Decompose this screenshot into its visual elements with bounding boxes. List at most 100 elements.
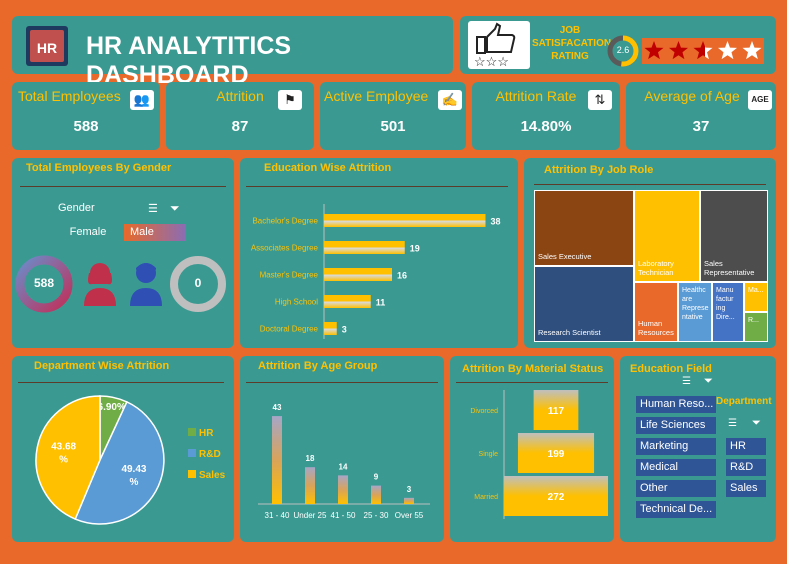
desk-worker-icon: ✍ [438,90,462,110]
bar [533,390,579,430]
tick-label: High School [275,298,318,307]
bar [404,497,414,504]
age-bar-chart: 43 31 - 40 18 Under 25 14 41 - 50 9 25 - 30 3 Ove… [258,403,430,520]
data-label: 16 [397,271,407,281]
kpi-value: 588 [73,118,99,135]
treemap-label: Human Resources [638,319,674,337]
filter-icon[interactable]: ⏷ [170,201,180,215]
rating-gauge: 2.6 [606,34,640,68]
treemap-cell: Manu factur ing Dire... [713,283,743,341]
education-field-card: Education Field ☰ ⏷ Human Reso... Life S… [620,356,776,542]
treemap-cell: Sales Representative [701,191,767,281]
treemap-label: Ma... [748,287,764,294]
data-label: 9 [374,473,379,482]
multi-select-icon[interactable]: ☰ [682,376,691,387]
treemap-label: Sales Executive [538,252,592,261]
kpi-label: Average of Age [644,88,740,104]
education-field-item[interactable]: Other [636,480,716,497]
tick-label: Married [474,494,498,501]
legend-swatch [188,428,196,436]
treemap-label: Manu factur ing Dire... [716,287,735,321]
education-bar-chart: Bachelor's Degree 38 Associates Degree 19 Ma… [251,204,501,339]
treemap-cell: Laboratory Technician [635,191,699,281]
bar [324,268,392,281]
divider [20,186,226,187]
kpi-label: Total Employees [18,88,121,104]
divider [456,382,608,383]
bar [504,476,608,516]
tick-label: 31 - 40 [265,511,290,520]
education-field-item[interactable]: Marketing [636,438,716,455]
gender-option-female[interactable]: Female [69,226,107,238]
data-label: 199 [548,449,565,460]
kpi-total-employees: Total Employees 👥 588 [12,82,160,150]
gender-slicer: Gender ☰ ⏷ Female Male [52,198,190,246]
treemap-cell: Healthc are Represe ntative [679,283,711,341]
treemap-cell: Research Scientist [535,267,633,341]
treemap-cell: Ma... [745,283,767,311]
bar [324,241,405,254]
thumbs-up-icon: ☆☆☆ [468,21,530,69]
kpi-average-age: Average of Age AGE 37 [626,82,776,150]
education-field-item[interactable]: Technical De... [636,501,716,518]
male-count: 0 [194,276,202,290]
data-label: 14 [339,462,348,471]
data-label: 272 [548,492,565,503]
slicer-title: Education Field [630,363,712,375]
star-icon [644,41,664,60]
male-donut: 0 [168,254,228,314]
gender-option-male[interactable]: Male [124,224,186,241]
people-group-icon: 👥 [130,90,154,110]
bar [305,467,315,504]
multi-select-icon[interactable]: ☰ [148,203,158,215]
legend-label: R&D [199,449,221,460]
kpi-label: Attrition Rate [495,88,577,104]
rating-label: JOB SATISFACATION RATING [532,25,612,62]
people-leaving-icon: ⚑ [278,90,302,110]
bar [272,416,282,504]
gender-slicer-title: Gender [58,202,95,214]
legend-label: HR [199,428,214,439]
female-count: 588 [33,276,55,290]
chart-title: Attrition By Job Role [544,164,654,176]
department-item[interactable]: Sales [726,480,766,497]
tick-label: 25 - 30 [364,511,389,520]
title-card: HR HR ANALYTITICS DASHBOARD [12,16,453,89]
hr-logo: HR [26,26,68,66]
job-role-treemap: Sales Executive Research Scientist Laborat… [534,190,768,342]
education-field-item[interactable]: Human Reso... [636,396,716,413]
chart-title: Attrition By Age Group [258,360,378,372]
kpi-label: Active Employee [324,88,429,104]
data-label: 19 [410,244,420,254]
treemap-label: Healthc are Represe ntative [682,287,709,321]
department-item[interactable]: R&D [726,459,766,476]
data-label: 11 [376,298,386,308]
divider [246,382,438,383]
rating-stars [642,38,764,64]
filter-icon[interactable]: ⏷ [704,375,713,387]
arrows-people-icon: ⇅ [588,90,612,110]
department-card: Department Wise Attrition 6.90% HR 49.43% R… [12,356,234,542]
chart-title: Attrition By Material Status [462,363,604,375]
education-field-item[interactable]: Medical [636,459,716,476]
filter-icon[interactable]: ⏷ [752,417,761,429]
department-slicer-title: Department [716,396,772,407]
female-icon [80,260,120,306]
pie-slice [35,395,101,520]
multi-select-icon[interactable]: ☰ [728,418,737,429]
department-item[interactable]: HR [726,438,766,455]
treemap-label: Research Scientist [538,328,601,337]
rating-card: ☆☆☆ JOB SATISFACATION RATING 2.6 [460,16,776,74]
tick-label: Bachelor's Degree [252,217,318,226]
chart-title: Education Wise Attrition [264,162,392,174]
tick-label: Under 25 [294,511,327,520]
treemap-label: Laboratory Technician [638,259,674,277]
bar [324,295,371,308]
tick-label: Over 55 [395,511,424,520]
treemap-label: R... [748,317,759,324]
bar [517,433,595,473]
data-label: 43.68 [51,442,76,453]
star-icon [668,41,689,60]
treemap-label: Sales Representative [704,259,755,277]
education-field-item[interactable]: Life Sciences [636,417,716,434]
